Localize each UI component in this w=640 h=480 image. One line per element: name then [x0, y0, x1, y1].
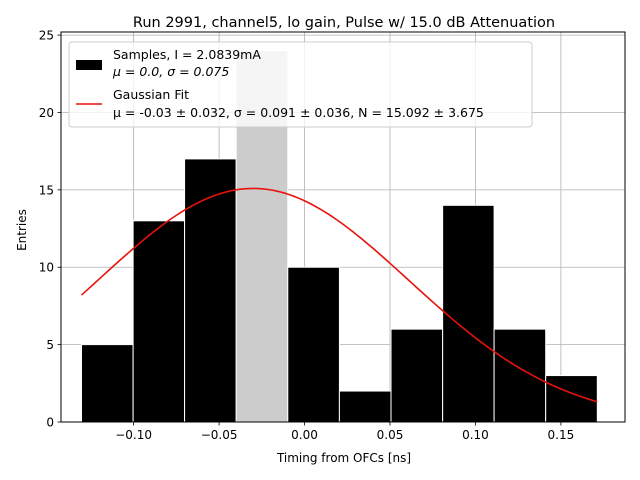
histogram-bar	[338, 390, 392, 423]
plot-frame	[60, 31, 626, 423]
x-tick-label: 0.05	[377, 428, 404, 442]
legend-samples-swatch	[76, 60, 102, 70]
histogram-bar	[132, 220, 186, 423]
x-tick-label: 0.10	[462, 428, 489, 442]
y-tick-label: 15	[39, 183, 54, 197]
x-tick-label: 0.00	[291, 428, 318, 442]
legend-fit-stats: μ = -0.03 ± 0.032, σ = 0.091 ± 0.036, N …	[113, 105, 484, 120]
histogram-bar	[184, 158, 237, 423]
chart-title: Run 2991, channel5, lo gain, Pulse w/ 15…	[133, 15, 555, 31]
y-axis-label: Entries	[15, 209, 29, 251]
histogram-bar	[442, 204, 495, 423]
x-axis-label: Timing from OFCs [ns]	[276, 451, 411, 465]
histogram-bar	[390, 328, 444, 423]
y-tick-label: 20	[39, 106, 54, 120]
y-tick-label: 5	[46, 338, 54, 352]
histogram-bar	[81, 344, 134, 423]
legend-fit-label: Gaussian Fit	[113, 87, 189, 102]
x-tick-label: 0.15	[548, 428, 575, 442]
histogram-bar	[287, 266, 340, 423]
axis-ticks: −0.10 −0.05 0.00 0.05 0.10 0.15 0 5 10 15 20 25	[39, 29, 575, 442]
legend-samples-stats: μ = 0.0, σ = 0.075	[112, 64, 229, 79]
gaussian-fit	[80, 187, 598, 403]
x-tick-label: −0.10	[115, 428, 152, 442]
legend: Samples, I = 2.0839mA μ = 0.0, σ = 0.075…	[68, 41, 533, 128]
y-tick-label: 10	[39, 261, 54, 275]
gaussian-fit-line	[80, 187, 598, 403]
y-tick-label: 0	[46, 416, 54, 430]
y-tick-label: 25	[39, 29, 54, 43]
legend-samples-label: Samples, I = 2.0839mA	[113, 47, 261, 62]
legend-box	[68, 41, 533, 128]
x-tick-label: −0.05	[201, 428, 238, 442]
histogram-bar	[493, 328, 547, 423]
